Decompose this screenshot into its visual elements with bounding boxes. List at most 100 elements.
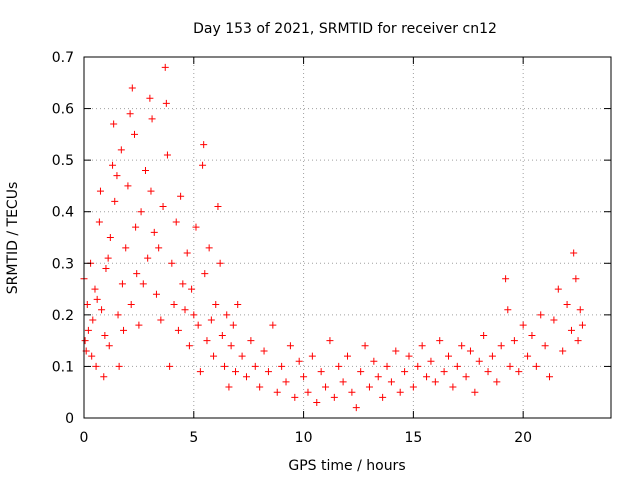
data-point — [223, 311, 231, 319]
data-point — [111, 197, 119, 205]
data-point — [114, 311, 122, 319]
data-point — [132, 223, 140, 231]
data-point — [152, 290, 160, 298]
data-point — [260, 347, 268, 355]
data-point — [361, 342, 369, 350]
y-axis-label: SRMTID / TECUs — [5, 182, 21, 295]
data-point — [203, 337, 211, 345]
data-point — [291, 393, 299, 401]
data-point — [550, 316, 558, 324]
data-point — [194, 321, 202, 329]
data-point — [524, 352, 532, 360]
data-point — [532, 362, 540, 370]
data-point — [554, 285, 562, 293]
data-point — [423, 373, 431, 381]
data-point — [578, 321, 586, 329]
data-point — [519, 321, 527, 329]
data-point — [192, 223, 200, 231]
data-point — [210, 352, 218, 360]
x-tick-label: 10 — [295, 430, 313, 446]
data-point — [493, 378, 501, 386]
x-tick-label: 15 — [404, 430, 422, 446]
y-tick-label: 0.1 — [52, 359, 74, 375]
data-point — [188, 285, 196, 293]
data-point — [102, 264, 110, 272]
data-point — [185, 342, 193, 350]
data-point — [251, 362, 259, 370]
data-point — [567, 326, 575, 334]
data-point — [126, 110, 134, 118]
data-point — [216, 259, 224, 267]
data-point — [510, 337, 518, 345]
data-point — [157, 316, 165, 324]
data-point — [528, 331, 536, 339]
data-point — [313, 399, 321, 407]
data-point — [352, 404, 360, 412]
data-point — [247, 337, 255, 345]
data-point — [574, 337, 582, 345]
data-point — [559, 347, 567, 355]
data-point — [383, 362, 391, 370]
data-point — [409, 383, 417, 391]
data-point — [200, 141, 208, 149]
data-point — [471, 388, 479, 396]
data-point — [83, 301, 91, 309]
chart-title: Day 153 of 2021, SRMTID for receiver cn1… — [193, 21, 497, 37]
data-point — [449, 383, 457, 391]
data-point — [96, 187, 104, 195]
data-point — [330, 393, 338, 401]
y-tick-label: 0.6 — [52, 102, 74, 118]
x-tick-label: 20 — [514, 430, 532, 446]
y-tick-label: 0 — [65, 411, 74, 427]
data-point — [317, 368, 325, 376]
data-point — [234, 301, 242, 309]
data-point — [120, 326, 128, 334]
x-tick-label: 0 — [80, 430, 89, 446]
data-point — [93, 295, 101, 303]
data-point — [396, 388, 404, 396]
data-point — [212, 301, 220, 309]
data-point — [159, 203, 167, 211]
data-point — [91, 285, 99, 293]
data-point — [414, 362, 422, 370]
data-point — [322, 383, 330, 391]
data-point — [304, 388, 312, 396]
data-point — [335, 362, 343, 370]
data-point — [480, 331, 488, 339]
data-point — [100, 373, 108, 381]
x-tick-label: 5 — [189, 430, 198, 446]
data-point — [141, 166, 149, 174]
data-point — [183, 249, 191, 257]
data-point — [122, 244, 130, 252]
data-point — [92, 362, 100, 370]
data-point — [147, 187, 155, 195]
data-point — [105, 342, 113, 350]
data-point — [166, 362, 174, 370]
data-point — [357, 368, 365, 376]
data-point — [150, 228, 158, 236]
data-point — [466, 347, 474, 355]
data-point — [137, 208, 145, 216]
data-point — [282, 378, 290, 386]
data-point — [273, 388, 281, 396]
data-point — [115, 362, 123, 370]
data-point — [155, 244, 163, 252]
data-point — [221, 362, 229, 370]
y-tick-label: 0.5 — [52, 153, 74, 169]
data-point — [89, 316, 97, 324]
data-point — [124, 182, 132, 190]
data-point — [374, 373, 382, 381]
data-point — [576, 306, 584, 314]
data-point — [139, 280, 147, 288]
data-point — [295, 357, 303, 365]
data-point — [135, 321, 143, 329]
data-point — [269, 321, 277, 329]
data-point — [199, 161, 207, 169]
data-point — [339, 378, 347, 386]
data-point — [207, 316, 215, 324]
data-point — [174, 326, 182, 334]
data-point — [546, 373, 554, 381]
data-point — [256, 383, 264, 391]
data-point — [458, 342, 466, 350]
